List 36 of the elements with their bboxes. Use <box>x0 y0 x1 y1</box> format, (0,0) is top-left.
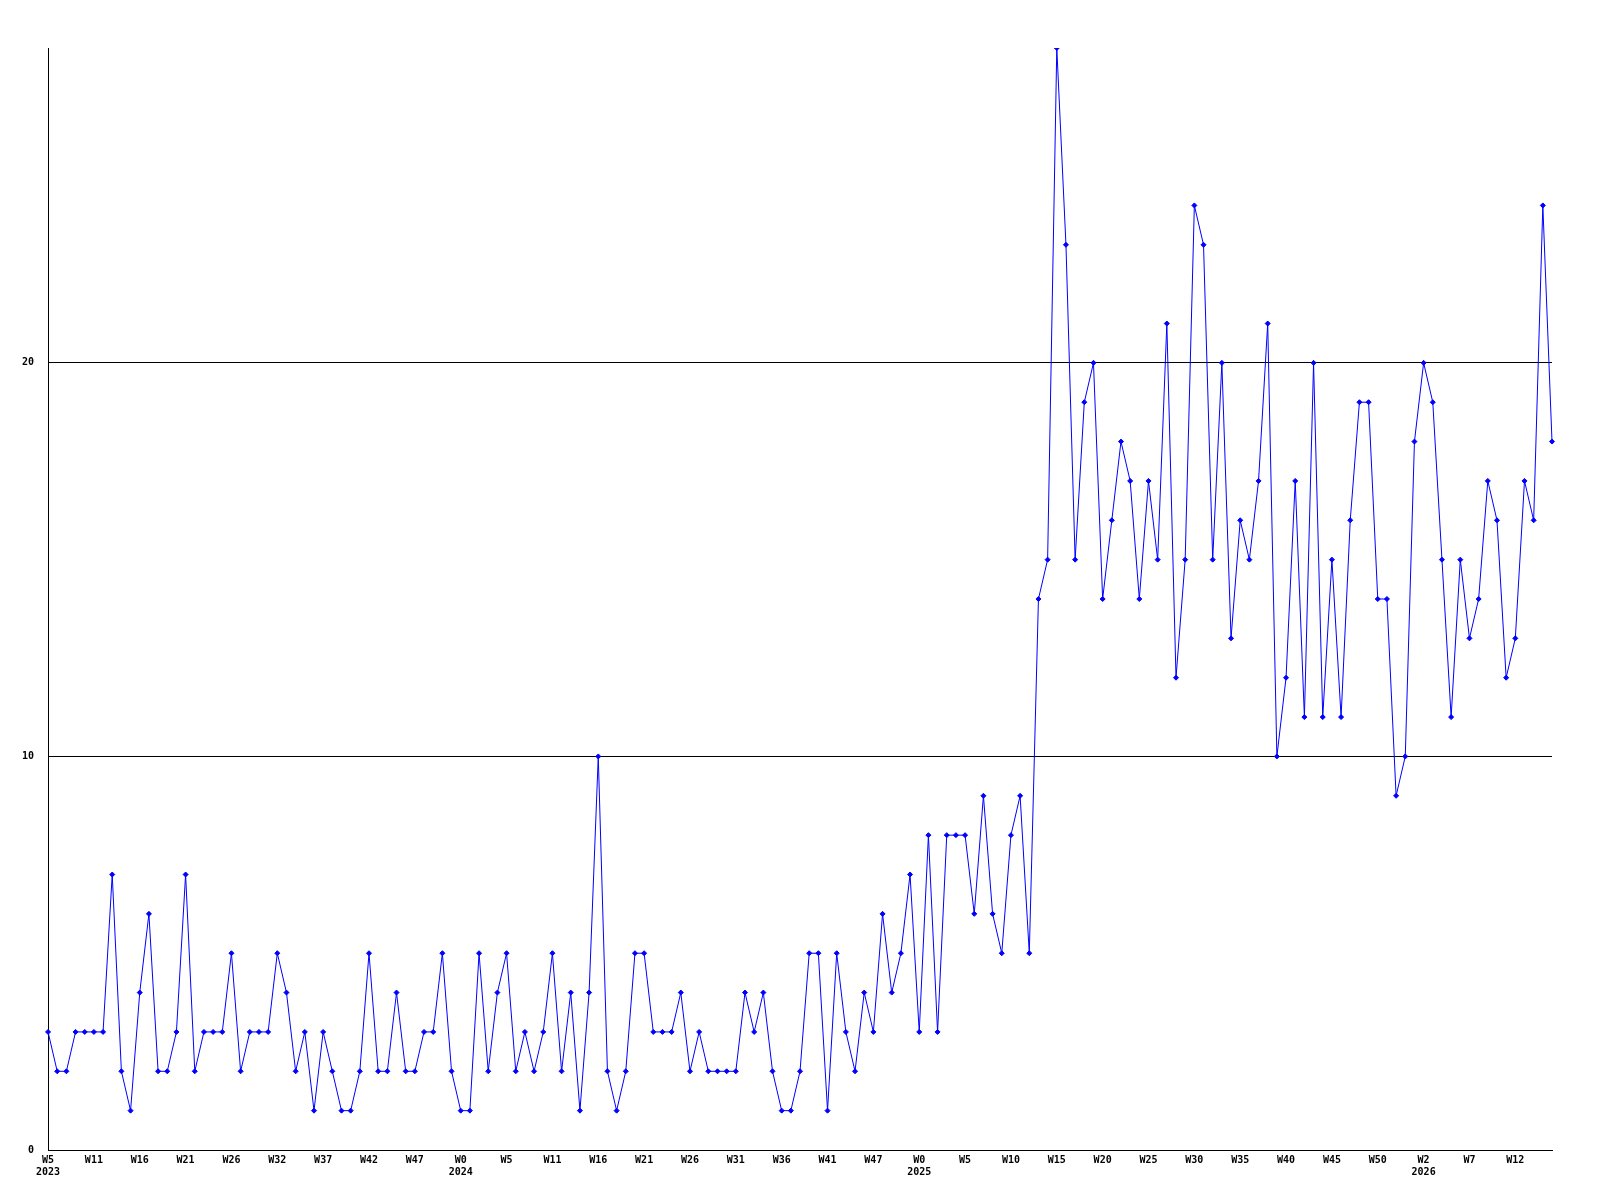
x-tick-label: W26 <box>680 1153 700 1165</box>
x-tick-label: W47 <box>405 1153 424 1165</box>
x-tick-label: W5 <box>959 1153 972 1165</box>
x-tick-label: W0 2024 <box>448 1153 473 1177</box>
x-tick-label: W5 2023 <box>35 1153 61 1177</box>
x-tick-label: W10 <box>1001 1153 1020 1165</box>
x-tick-label: W15 <box>1047 1153 1066 1165</box>
x-tick-label: W12 <box>1506 1153 1525 1165</box>
x-tick-label: W30 <box>1185 1153 1204 1165</box>
x-tick-label: W50 <box>1368 1153 1387 1165</box>
y-tick-label: 10 <box>21 750 35 762</box>
x-tick-label: W21 <box>635 1153 654 1165</box>
x-tick-label: W31 <box>726 1153 745 1165</box>
x-tick-label: W11 <box>543 1153 562 1165</box>
x-tick-label: W36 <box>772 1153 791 1165</box>
x-tick-label: W16 <box>589 1153 608 1165</box>
x-tick-label: W11 <box>84 1153 103 1165</box>
x-tick-label: W25 <box>1139 1153 1158 1165</box>
x-tick-label: W32 <box>268 1153 287 1165</box>
x-tick-label: W40 <box>1277 1153 1296 1165</box>
x-tick-label: W21 <box>176 1153 195 1165</box>
x-tick-label: W2 2026 <box>1411 1153 1436 1177</box>
x-tick-label: W37 <box>314 1153 333 1165</box>
x-tick-label: W42 <box>359 1153 379 1165</box>
x-tick-label: W35 <box>1231 1153 1250 1165</box>
y-tick-label: 0 <box>28 1143 35 1155</box>
x-tick-label: W41 <box>818 1153 837 1165</box>
x-tick-label: W5 <box>500 1153 513 1165</box>
x-tick-label: W7 <box>1463 1153 1476 1165</box>
y-tick-label: 20 <box>21 356 35 368</box>
x-tick-label: W45 <box>1322 1153 1341 1165</box>
x-tick-label: W47 <box>864 1153 883 1165</box>
x-tick-label: W26 <box>222 1153 241 1165</box>
x-tick-label: W0 2025 <box>907 1153 932 1177</box>
x-tick-label: W16 <box>130 1153 149 1165</box>
x-tick-label: W20 <box>1093 1153 1112 1165</box>
